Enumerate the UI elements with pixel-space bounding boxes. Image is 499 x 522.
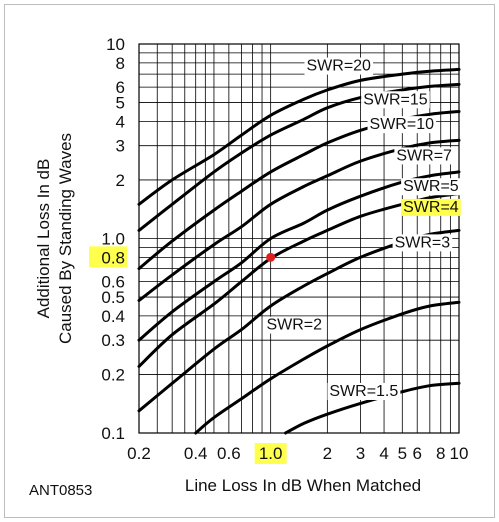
x-tick-label: 8 bbox=[436, 444, 445, 463]
x-tick-label: 2 bbox=[323, 444, 332, 463]
loss-chart: SWR=20 SWR=15 SWR=10 SWR=7 SWR=5 SWR=4 SWR=3 SW… bbox=[29, 35, 468, 499]
series-label-bg-swr-4 bbox=[401, 198, 461, 216]
tick-highlights bbox=[89, 246, 287, 464]
series-label-bg-swr-2 bbox=[264, 316, 325, 334]
figure-code: ANT0853 bbox=[29, 482, 92, 499]
series-label-swr-4: SWR=4 bbox=[403, 199, 459, 216]
series-line-swr-20 bbox=[137, 67, 461, 206]
x-tick-highlight bbox=[254, 443, 287, 464]
series-label-swr-5: SWR=5 bbox=[403, 178, 459, 195]
y-tick-label: 6 bbox=[116, 78, 125, 97]
x-tick-label: 5 bbox=[398, 444, 407, 463]
series-line-swr-1-5 bbox=[284, 381, 461, 435]
x-axis-title: Line Loss In dB When Matched bbox=[185, 476, 421, 495]
series-label-swr-15: SWR=15 bbox=[363, 91, 428, 108]
series-label-bg-swr-15 bbox=[361, 91, 430, 109]
series-label-swr-1-5: SWR=1.5 bbox=[329, 383, 398, 400]
series-label-bg-swr-5 bbox=[401, 178, 461, 196]
series-line-swr-5 bbox=[137, 170, 461, 342]
chart-frame: SWR=20 SWR=15 SWR=10 SWR=7 SWR=5 SWR=4 SWR=3 SW… bbox=[4, 4, 495, 518]
y-tick-label: 0.6 bbox=[101, 273, 125, 292]
y-tick-label: 10 bbox=[106, 35, 125, 54]
series-label-swr-20: SWR=20 bbox=[306, 58, 371, 75]
series-line-swr-7 bbox=[137, 138, 461, 302]
x-tick-label: 1.0 bbox=[259, 444, 283, 463]
y-tick-label: 1.0 bbox=[101, 230, 125, 249]
x-tick-label: 0.4 bbox=[184, 444, 208, 463]
x-tick-label: 4 bbox=[379, 444, 388, 463]
y-tick-label: 2 bbox=[116, 171, 125, 190]
y-tick-label: 8 bbox=[116, 54, 125, 73]
series-label-bg-swr-7 bbox=[394, 147, 455, 165]
y-tick-label: 0.8 bbox=[101, 248, 125, 267]
y-tick-highlight bbox=[89, 246, 127, 268]
series-label-swr-3: SWR=3 bbox=[395, 234, 451, 251]
series-label-bg-swr-20 bbox=[304, 57, 374, 75]
y-tick-label: 0.4 bbox=[101, 307, 125, 326]
y-tick-label: 4 bbox=[116, 112, 125, 131]
series-line-swr-15 bbox=[137, 82, 461, 232]
y-tick-label: 5 bbox=[116, 94, 125, 113]
x-tick-label: 0.2 bbox=[127, 444, 151, 463]
y-axis-title-line2: Caused By Standing Waves bbox=[56, 133, 75, 344]
series-label-bg-swr-10 bbox=[367, 116, 437, 134]
tick-labels: 0.2 0.4 0.6 1.0 2 3 4 5 6 8 100.10.20.30.40.50.60.… bbox=[101, 35, 468, 463]
x-tick-label: 0.6 bbox=[217, 444, 241, 463]
x-tick-label: 6 bbox=[412, 444, 421, 463]
y-tick-label: 0.1 bbox=[101, 424, 125, 443]
y-tick-label: 0.5 bbox=[101, 288, 125, 307]
series-label-bg-swr-1-5 bbox=[327, 382, 401, 400]
y-tick-label: 3 bbox=[116, 137, 125, 156]
x-tick-label: 3 bbox=[356, 444, 365, 463]
series-labels: SWR=20 SWR=15 SWR=10 SWR=7 SWR=5 SWR=4 SWR=3 SW… bbox=[264, 57, 461, 400]
series-line-swr-2 bbox=[194, 300, 461, 435]
plot-border bbox=[138, 43, 460, 434]
series-label-swr-2: SWR=2 bbox=[266, 317, 322, 334]
marker-layer bbox=[266, 252, 276, 262]
series-label-swr-7: SWR=7 bbox=[396, 147, 452, 164]
x-tick-label: 10 bbox=[450, 444, 469, 463]
y-tick-label: 0.2 bbox=[101, 365, 125, 384]
y-tick-label: 0.3 bbox=[101, 331, 125, 350]
highlight-marker bbox=[266, 252, 276, 262]
series-label-swr-10: SWR=10 bbox=[370, 116, 435, 133]
y-axis-title-line1: Additional Loss In dB bbox=[34, 159, 53, 319]
series-label-bg-swr-3 bbox=[392, 234, 453, 252]
